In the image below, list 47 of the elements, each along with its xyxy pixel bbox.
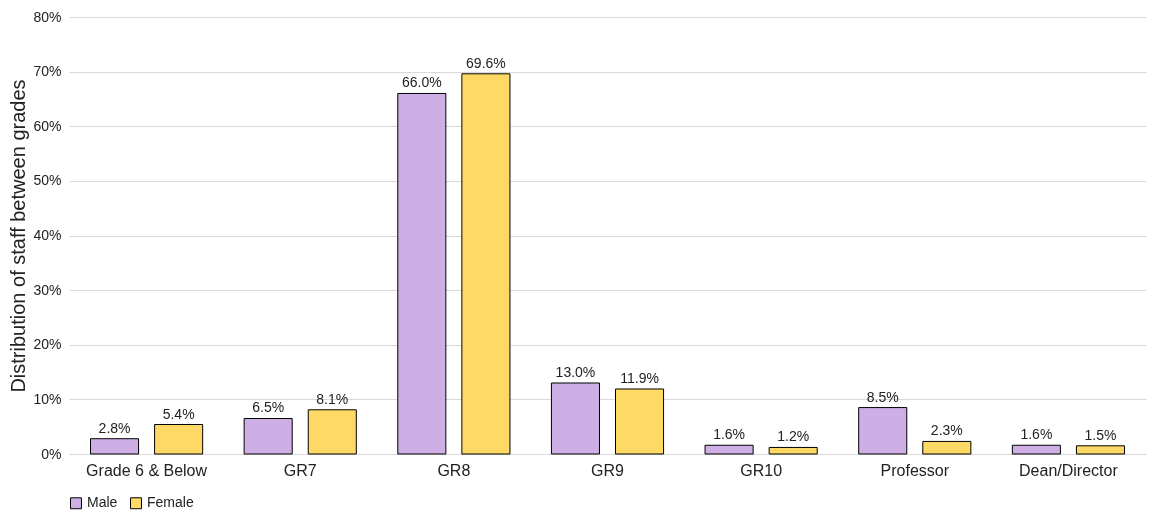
x-tick-label: GR8: [437, 461, 471, 479]
data-label: 6.5%: [252, 399, 285, 416]
bar: [90, 438, 140, 455]
data-label: 11.9%: [620, 370, 659, 386]
bar: [550, 382, 600, 455]
y-tick-label: 10%: [33, 390, 62, 407]
data-label: 66.0%: [401, 74, 442, 91]
bar: [704, 444, 754, 455]
x-tick-label: Professor: [880, 461, 950, 479]
y-tick-label: 70%: [33, 63, 62, 80]
bar: [397, 92, 447, 455]
legend-label: Male: [87, 494, 118, 511]
bar: [461, 73, 511, 455]
y-axis-title: Distribution of staff between grades: [7, 79, 30, 393]
data-label: 69.6%: [466, 54, 506, 71]
bar: [307, 409, 357, 455]
x-tick-label: GR9: [591, 461, 625, 479]
y-tick-label: 40%: [33, 227, 62, 243]
data-label: 8.1%: [316, 390, 349, 407]
bar: [922, 440, 972, 455]
legend-label: Female: [147, 494, 194, 511]
y-tick-label: 50%: [33, 172, 62, 189]
bar: [615, 388, 665, 455]
bar: [768, 446, 818, 455]
data-label: 13.0%: [555, 363, 596, 380]
x-tick-label: Grade 6 & Below: [86, 461, 208, 479]
data-label: 2.8%: [98, 419, 131, 436]
data-label: 1.6%: [713, 426, 746, 443]
x-tick-label: GR7: [283, 461, 317, 479]
bar: [1011, 444, 1061, 455]
data-label: 1.5%: [1084, 426, 1117, 443]
data-label: 1.2%: [777, 428, 810, 445]
bar: [1075, 445, 1125, 455]
data-label: 5.4%: [162, 405, 195, 422]
y-tick-label: 30%: [33, 281, 62, 298]
y-tick-label: 80%: [33, 8, 62, 25]
bar: [858, 407, 908, 455]
y-tick-label: 0%: [41, 445, 62, 462]
x-tick-label: Dean/Director: [1019, 461, 1119, 479]
bar: [154, 424, 204, 455]
y-tick-label: 20%: [33, 336, 62, 353]
x-tick-label: GR10: [740, 461, 783, 479]
bar: [243, 417, 293, 455]
y-tick-label: 60%: [33, 117, 62, 134]
data-label: 1.6%: [1020, 426, 1053, 443]
data-label: 8.5%: [866, 388, 899, 405]
data-label: 2.3%: [930, 422, 963, 439]
